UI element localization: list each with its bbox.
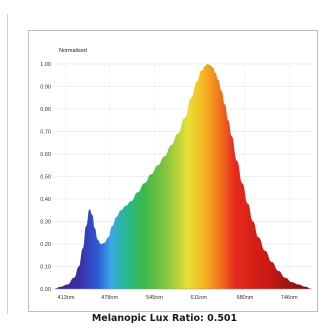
spectrum-chart: 0.00 0.10 0.20 0.30 0.40 0.50 0.60 0.70 0.80 0.90… <box>28 30 318 312</box>
y-tick-label: 0.70 <box>40 130 51 136</box>
x-tick-label: 478nm <box>101 295 118 301</box>
y-tick-label: 0.50 <box>40 175 51 181</box>
melanopic-lux-ratio-caption: Melanopic Lux Ratio: 0.501 <box>91 313 238 324</box>
y-tick-label: 0.80 <box>40 107 51 113</box>
x-tick-label: 611nm <box>191 295 208 301</box>
axis-layer: 0.00 0.10 0.20 0.30 0.40 0.50 0.60 0.70 0.80 0.90… <box>40 62 312 301</box>
area-layer <box>54 64 312 289</box>
y-tick-label: 0.00 <box>40 287 51 293</box>
y-tick-label: 0.60 <box>40 152 51 158</box>
y-tick-label: 0.30 <box>40 220 51 226</box>
x-tick-label: 545nm <box>146 295 163 301</box>
x-tick-label: 680nm <box>237 295 254 301</box>
y-tick-label: 0.20 <box>40 242 51 248</box>
y-tick-label: 0.10 <box>40 265 51 271</box>
y-tick-label: 0.90 <box>40 85 51 91</box>
x-tick-label: 746nm <box>281 295 298 301</box>
spectrum-chart-svg: 0.00 0.10 0.20 0.30 0.40 0.50 0.60 0.70 0.80 0.90… <box>40 48 312 301</box>
normalised-label: Normalised <box>59 48 87 54</box>
left-divider-line <box>7 14 8 314</box>
y-tick-label: 1.00 <box>40 62 51 68</box>
x-tick-label: 413nm <box>58 295 75 301</box>
spectrum-area <box>54 64 312 289</box>
y-tick-label: 0.40 <box>40 197 51 203</box>
